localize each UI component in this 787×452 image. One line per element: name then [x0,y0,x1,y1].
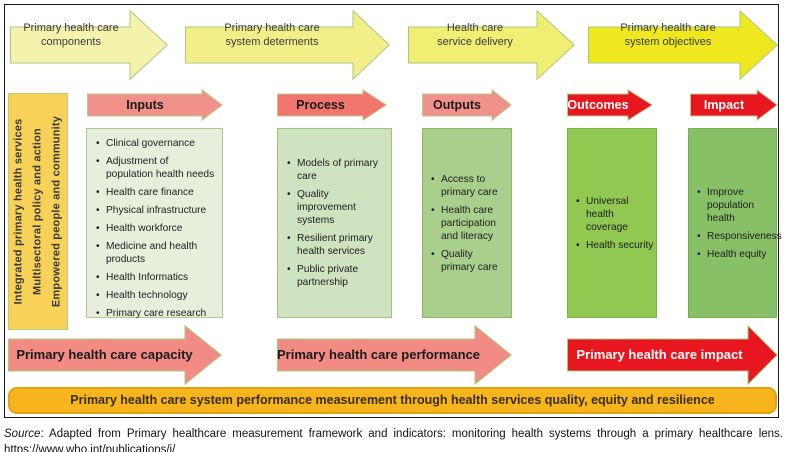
measurement-banner-text: Primary health care system performance m… [70,393,715,407]
figure-frame [4,4,779,418]
flow-label-line: Primary health care [620,22,716,34]
flow-label-components: Primary health care components [6,17,136,53]
flow-label-line: Primary health care [23,22,119,34]
bullet-item: Physical infrastructure [96,204,217,217]
bottom-label-impact: Primary health care impact [576,347,743,362]
inputs-box: Clinical governance Adjustment of populat… [86,128,223,320]
outputs-box: Access to primary care Health care partic… [422,128,512,318]
sidebar-principles-box: Integrated primary health services Multi… [8,93,68,330]
bullet-item: Quality primary care [431,248,509,274]
source-citation: Source: Adapted from Primary healthcare … [4,426,783,452]
bullet-item: Models of primary care [287,157,387,183]
flow-arrow-objectives [588,9,778,81]
bullet-item: Access to primary care [431,173,509,199]
impact-box: Improve population health Responsiveness H… [688,128,782,318]
outcomes-box: Universal health coverage Health security [567,128,657,318]
bullet-item: Responsiveness [697,230,782,243]
bullet-item: Health Informatics [96,271,217,284]
flow-label-delivery: Health care service delivery [410,17,540,53]
stage-arrow-impact [690,88,779,122]
bullet-item: Resilient primary health services [287,232,387,258]
bullet-item: Quality improvement systems [287,188,387,227]
flow-arrow-delivery [408,9,575,81]
outcomes-list: Universal health coverage Health security [576,195,654,252]
bullet-item: Medicine and health products [96,240,217,266]
stage-arrow-outputs [422,88,513,122]
flow-label-line: Health care [446,22,504,34]
source-label: Source [4,428,41,440]
bullet-item: Health technology [96,289,217,302]
process-list: Models of primary care Quality improvemen… [287,157,387,289]
bottom-arrow-impact [567,324,778,386]
bottom-arrow-performance [277,324,512,386]
bottom-label-capacity: Primary health care capacity [16,347,193,362]
stage-label-inputs: Inputs [126,98,164,112]
stage-label-outcomes: Outcomes [567,98,629,112]
flow-arrow-determents [185,9,390,81]
measurement-banner: Primary health care system performance m… [8,387,777,414]
sidebar-line-integrated-services: Integrated primary health services [12,118,25,305]
stage-arrow-process [277,88,388,122]
bottom-arrow-capacity [8,324,222,386]
sidebar-line-empowered-people: Empowered people and community [50,115,63,308]
flow-label-line: system determents [225,36,319,48]
bullet-item: Adjustment of population health needs [96,155,217,181]
bullet-item: Improve population health [697,186,776,225]
flow-label-line: system objectives [624,36,712,48]
flow-label-line: Primary health care [224,22,320,34]
bottom-label-performance: Primary health care performance [277,347,481,362]
bullet-item: Health workforce [96,222,217,235]
bullet-item: Primary care research [96,307,217,320]
bullet-item: Health equity [697,248,776,261]
flow-label-determents: Primary health care system determents [187,17,357,53]
bullet-item: Universal health coverage [576,195,654,234]
flow-label-line: service delivery [437,36,513,48]
stage-label-outputs: Outputs [433,98,481,112]
outputs-list: Access to primary care Health care partic… [431,173,509,274]
sidebar-line-multisectoral-policy: Multisectoral policy and action [31,128,44,295]
stage-label-impact: Impact [703,98,745,112]
flow-label-line: components [41,36,101,48]
bullet-item: Health security [576,239,654,252]
impact-list: Improve population health Responsiveness H… [697,186,782,261]
bullet-item: Health care participation and literacy [431,204,509,243]
bullet-item: Health care finance [96,186,217,199]
process-box: Models of primary care Quality improvemen… [277,128,392,318]
flow-arrow-components [10,9,168,81]
source-line-1: Source: Adapted from Primary healthcare … [4,426,783,452]
source-text: : Adapted from Primary healthcare measur… [4,428,783,452]
bullet-item: Public private partnership [287,263,387,289]
bullet-item: Clinical governance [96,137,217,150]
inputs-list: Clinical governance Adjustment of populat… [96,137,217,320]
flow-label-objectives: Primary health care system objectives [592,17,744,53]
stage-arrow-outcomes [567,88,654,122]
sidebar-principles-text: Integrated primary health services Multi… [10,96,67,328]
stage-label-process: Process [296,98,345,112]
stage-arrow-inputs [87,88,224,122]
